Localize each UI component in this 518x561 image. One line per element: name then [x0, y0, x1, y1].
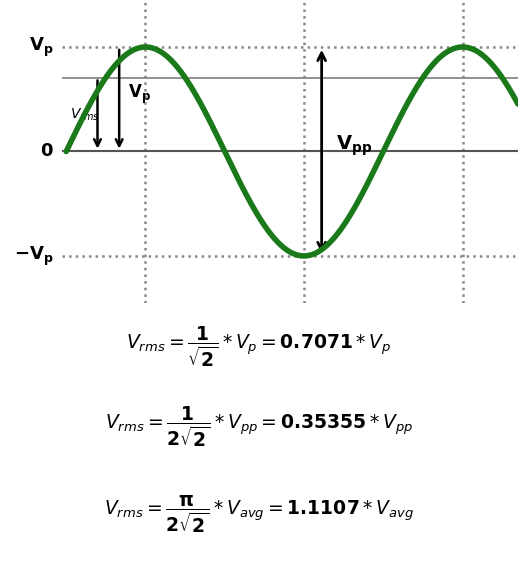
Text: $V_{rms}$: $V_{rms}$: [70, 107, 100, 123]
Text: $\mathbf{V_p}$: $\mathbf{V_p}$: [128, 82, 151, 105]
Text: $\mathit{V}_{rms} = \dfrac{\mathbf{1}}{\mathbf{\sqrt{2}}} * \mathit{V}_{p} = \ma: $\mathit{V}_{rms} = \dfrac{\mathbf{1}}{\…: [126, 325, 392, 369]
Text: $\mathbf{-V_p}$: $\mathbf{-V_p}$: [14, 245, 53, 268]
Text: $\mathbf{V_{pp}}$: $\mathbf{V_{pp}}$: [336, 134, 372, 159]
Text: $\mathit{V}_{rms} = \dfrac{\mathbf{1}}{\mathbf{2\sqrt{2}}} * \mathit{V}_{pp} = \: $\mathit{V}_{rms} = \dfrac{\mathbf{1}}{\…: [105, 405, 413, 449]
Text: $\mathbf{0}$: $\mathbf{0}$: [40, 142, 53, 160]
Text: $\mathbf{V_p}$: $\mathbf{V_p}$: [29, 35, 53, 58]
Text: $\mathit{V}_{rms} = \dfrac{\mathbf{\pi}}{\mathbf{2\sqrt{2}}} * \mathit{V}_{avg} : $\mathit{V}_{rms} = \dfrac{\mathbf{\pi}}…: [104, 494, 414, 535]
